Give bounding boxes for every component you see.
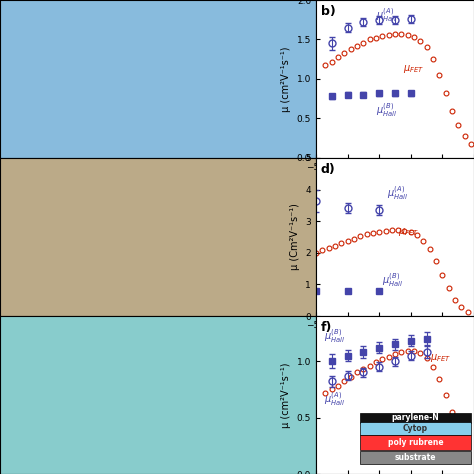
Text: $\mu_{FET}$: $\mu_{FET}$ xyxy=(403,63,424,75)
Text: $\mu_{Hall}^{(B)}$: $\mu_{Hall}^{(B)}$ xyxy=(383,272,404,290)
Text: f): f) xyxy=(321,321,332,334)
Text: $\mu_{Hall}^{(A)}$: $\mu_{Hall}^{(A)}$ xyxy=(376,6,397,24)
Text: $\mu_{Hall}^{(B)}$: $\mu_{Hall}^{(B)}$ xyxy=(376,101,397,119)
Text: d): d) xyxy=(321,163,336,176)
Y-axis label: μ (Cm²V⁻¹s⁻¹): μ (Cm²V⁻¹s⁻¹) xyxy=(290,203,300,271)
Y-axis label: μ (cm²V⁻¹s⁻¹): μ (cm²V⁻¹s⁻¹) xyxy=(281,362,291,428)
Text: b): b) xyxy=(321,5,336,18)
Text: $\mu_{FET}$: $\mu_{FET}$ xyxy=(430,352,451,364)
Y-axis label: μ (cm²V⁻¹s⁻¹): μ (cm²V⁻¹s⁻¹) xyxy=(281,46,291,112)
Text: $\mu_{FET}$: $\mu_{FET}$ xyxy=(398,226,419,238)
Text: $\mu_{Hall}^{(B)}$: $\mu_{Hall}^{(B)}$ xyxy=(324,327,345,345)
Text: $\mu_{Hall}^{(A)}$: $\mu_{Hall}^{(A)}$ xyxy=(387,185,409,202)
Text: $\mu_{Hall}^{(A)}$: $\mu_{Hall}^{(A)}$ xyxy=(324,390,345,408)
